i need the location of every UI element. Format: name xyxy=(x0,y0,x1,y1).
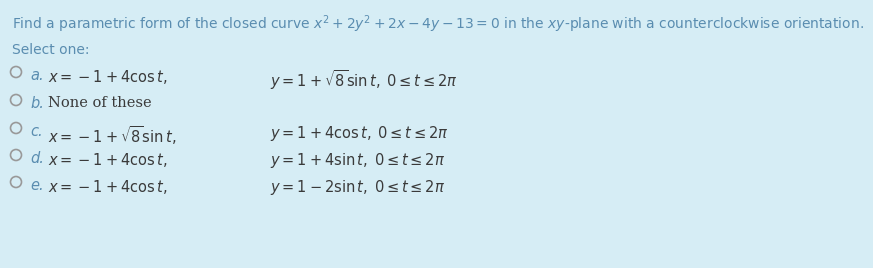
Text: $y = 1 + \sqrt{8}\sin t,\; 0 \leq t \leq 2\pi$: $y = 1 + \sqrt{8}\sin t,\; 0 \leq t \leq… xyxy=(270,68,457,92)
Text: c.: c. xyxy=(30,124,43,139)
Text: $y = 1 + 4\cos t,\; 0 \leq t \leq 2\pi$: $y = 1 + 4\cos t,\; 0 \leq t \leq 2\pi$ xyxy=(270,124,449,143)
Text: None of these: None of these xyxy=(48,96,152,110)
Text: $y = 1 + 4\sin t,\; 0 \leq t \leq 2\pi$: $y = 1 + 4\sin t,\; 0 \leq t \leq 2\pi$ xyxy=(270,151,445,170)
Text: $x = -1 + 4\cos t,$: $x = -1 + 4\cos t,$ xyxy=(48,178,168,196)
Text: e.: e. xyxy=(30,178,44,193)
Text: Select one:: Select one: xyxy=(12,43,90,57)
Text: d.: d. xyxy=(30,151,44,166)
Text: a.: a. xyxy=(30,68,44,83)
Text: $x = -1 + 4\cos t,$: $x = -1 + 4\cos t,$ xyxy=(48,151,168,169)
Text: b.: b. xyxy=(30,96,44,111)
Text: $x = -1 + \sqrt{8}\sin t,$: $x = -1 + \sqrt{8}\sin t,$ xyxy=(48,124,176,147)
Text: $x = -1 + 4\cos t,$: $x = -1 + 4\cos t,$ xyxy=(48,68,168,86)
Text: $y = 1 - 2\sin t,\; 0 \leq t \leq 2\pi$: $y = 1 - 2\sin t,\; 0 \leq t \leq 2\pi$ xyxy=(270,178,445,197)
Text: Find a parametric form of the closed curve $x^2 + 2y^2 + 2x - 4y - 13 = 0$ in th: Find a parametric form of the closed cur… xyxy=(12,13,864,35)
